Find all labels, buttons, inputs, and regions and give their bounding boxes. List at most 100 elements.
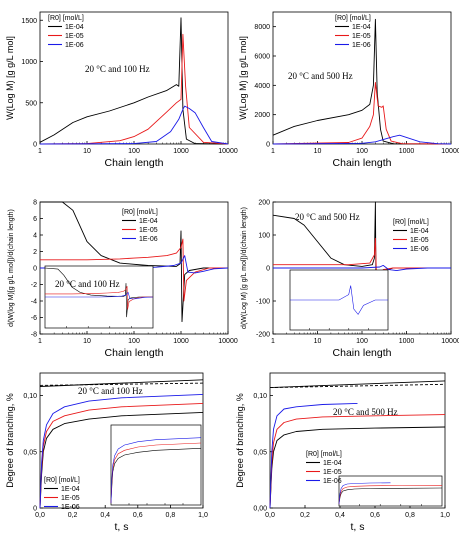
reference-line	[269, 383, 446, 389]
y-tick-label: 6	[33, 216, 37, 223]
legend-label-1E-04: 1E-04	[410, 228, 429, 235]
plot-frame	[39, 372, 204, 509]
chart-panel-a: 1 10 100 1000 10000 0 500 1000 1500 Chain length W…	[5, 11, 238, 169]
legend-label-1E-06: 1E-06	[139, 236, 158, 243]
series-line-1E-04	[39, 17, 229, 145]
legend-label-1E-06: 1E-06	[323, 478, 342, 485]
y-tick-label: 0,10	[23, 393, 37, 400]
condition-annotation: 20 °C and 100 Hz	[85, 64, 150, 74]
inset-frame	[338, 475, 443, 507]
y-tick-label: -8	[31, 332, 37, 339]
inset-series-1E-04	[338, 487, 443, 505]
x-tick-label: 10	[314, 338, 322, 345]
series-line-1E-06	[269, 402, 358, 509]
x-tick-label: 0,2	[68, 512, 78, 519]
y-tick-label: 200	[258, 200, 270, 207]
inset-series-1E-06	[45, 291, 154, 300]
condition-annotation: 20 °C and 500 Hz	[333, 407, 398, 417]
x-tick-label: 1000	[173, 338, 189, 345]
x-tick-label: 100	[128, 338, 140, 345]
chart-panel-c: 1 10 100 1000 10000 -8 -6 -4 -2 0 2 4 6 8 Chain length…	[8, 200, 238, 360]
x-axis-label: Chain length	[105, 347, 164, 359]
condition-annotation: 20 °C and 100 Hz	[55, 279, 120, 289]
condition-annotation: 20 °C and 500 Hz	[295, 212, 360, 222]
legend-label-1E-04: 1E-04	[323, 460, 342, 467]
y-tick-label: 0,00	[253, 506, 267, 513]
y-tick-label: 0	[33, 506, 37, 513]
x-tick-label: 0,0	[265, 512, 275, 519]
y-tick-label: -6	[31, 315, 37, 322]
series-line-1E-05	[272, 81, 452, 145]
chart-panel-f: 0,0 0,2 0,4 0,6 0,8 1,0 0,00 0,05 0,10 t, s Degree…	[235, 372, 450, 533]
legend: [R0] [mol/L] 1E-04 1E-05 1E-06	[48, 15, 84, 49]
x-axis-label: Chain length	[333, 347, 392, 359]
y-tick-label: 100	[258, 233, 270, 240]
legend: [R0] [mol/L] 1E-04 1E-05 1E-06	[306, 451, 342, 485]
y-tick-label: 0,05	[253, 449, 267, 456]
legend-title: [R0] [mol/L]	[335, 15, 371, 22]
legend-label-1E-04: 1E-04	[61, 486, 80, 493]
x-tick-label: 100	[356, 148, 368, 155]
x-tick-label: 0,6	[133, 512, 143, 519]
x-tick-label: 10	[314, 148, 322, 155]
y-axis-label: Degree of branching, %	[235, 393, 245, 488]
x-tick-label: 1000	[399, 338, 415, 345]
y-tick-label: 0,05	[23, 449, 37, 456]
y-axis-label: d(W(Log M) [g g/L mol])/d(chain length)	[241, 207, 248, 329]
x-tick-label: 0,0	[35, 512, 45, 519]
x-tick-label: 1	[38, 338, 42, 345]
legend-label-1E-04: 1E-04	[352, 24, 371, 31]
legend-label-1E-05: 1E-05	[61, 495, 80, 502]
inset-series-1E-06	[110, 437, 202, 504]
legend-title: [R0] [mol/L]	[44, 477, 80, 484]
x-axis-label: Chain length	[333, 157, 392, 169]
series-line-1E-04	[272, 18, 452, 145]
x-tick-label: 100	[356, 338, 368, 345]
x-axis-label: t, s	[114, 521, 128, 533]
y-axis-label: W(Log M) [g g/L mol]	[5, 36, 15, 120]
y-tick-label: 0	[266, 266, 270, 273]
legend-title: [R0] [mol/L]	[306, 451, 342, 458]
y-axis-label: d(W(log M)[g g/L mol])/d(chain length)	[8, 209, 15, 327]
series-line-1E-05	[39, 33, 229, 145]
series-line-1E-06	[272, 134, 452, 145]
y-tick-label: 0	[266, 142, 270, 149]
y-tick-label: -2	[31, 282, 37, 289]
x-tick-label: 0,6	[370, 512, 380, 519]
chart-panel-d: 1 10 100 1000 10000 -200 -100 0 100 200 Chain leng…	[241, 200, 459, 360]
x-tick-label: 10000	[441, 148, 459, 155]
legend: [R0] [mol/L] 1E-04 1E-05 1E-06	[44, 477, 80, 511]
x-tick-label: 1	[38, 148, 42, 155]
x-tick-label: 0,4	[100, 512, 110, 519]
legend-label-1E-05: 1E-05	[65, 33, 84, 40]
reference-line	[269, 380, 446, 389]
condition-annotation: 20 °C and 500 Hz	[288, 71, 353, 81]
x-tick-label: 1000	[399, 148, 415, 155]
chart-panel-e: 0,0 0,2 0,4 0,6 0,8 1,0 0 0,05 0,10 t, s Degree of…	[5, 372, 208, 533]
series-line-1E-06	[39, 393, 204, 509]
legend-label-1E-05: 1E-05	[352, 33, 371, 40]
series-line-1E-06	[273, 264, 451, 272]
legend-label-1E-05: 1E-05	[323, 469, 342, 476]
y-tick-label: 8	[33, 200, 37, 207]
y-tick-label: 8000	[254, 24, 270, 31]
y-axis-label: W(Log M) [g g/L mol]	[238, 36, 248, 120]
inset-frame	[110, 424, 202, 506]
y-tick-label: 1000	[21, 59, 37, 66]
plot-frame	[269, 372, 446, 509]
legend-label-1E-06: 1E-06	[65, 42, 84, 49]
legend-label-1E-04: 1E-04	[139, 218, 158, 225]
y-tick-label: -4	[31, 299, 37, 306]
y-tick-label: 1500	[21, 18, 37, 25]
y-tick-label: 0	[33, 142, 37, 149]
x-tick-label: 10	[83, 338, 91, 345]
inset-series-1E-06	[290, 285, 388, 315]
y-axis-label: Degree of branching, %	[5, 393, 15, 488]
condition-annotation: 20 °C and 100 Hz	[78, 386, 143, 396]
y-tick-label: 2	[33, 249, 37, 256]
x-axis-label: Chain length	[105, 157, 164, 169]
legend-title: [R0] [mol/L]	[48, 15, 84, 22]
y-tick-label: -200	[256, 332, 270, 339]
y-tick-label: 6000	[254, 54, 270, 61]
